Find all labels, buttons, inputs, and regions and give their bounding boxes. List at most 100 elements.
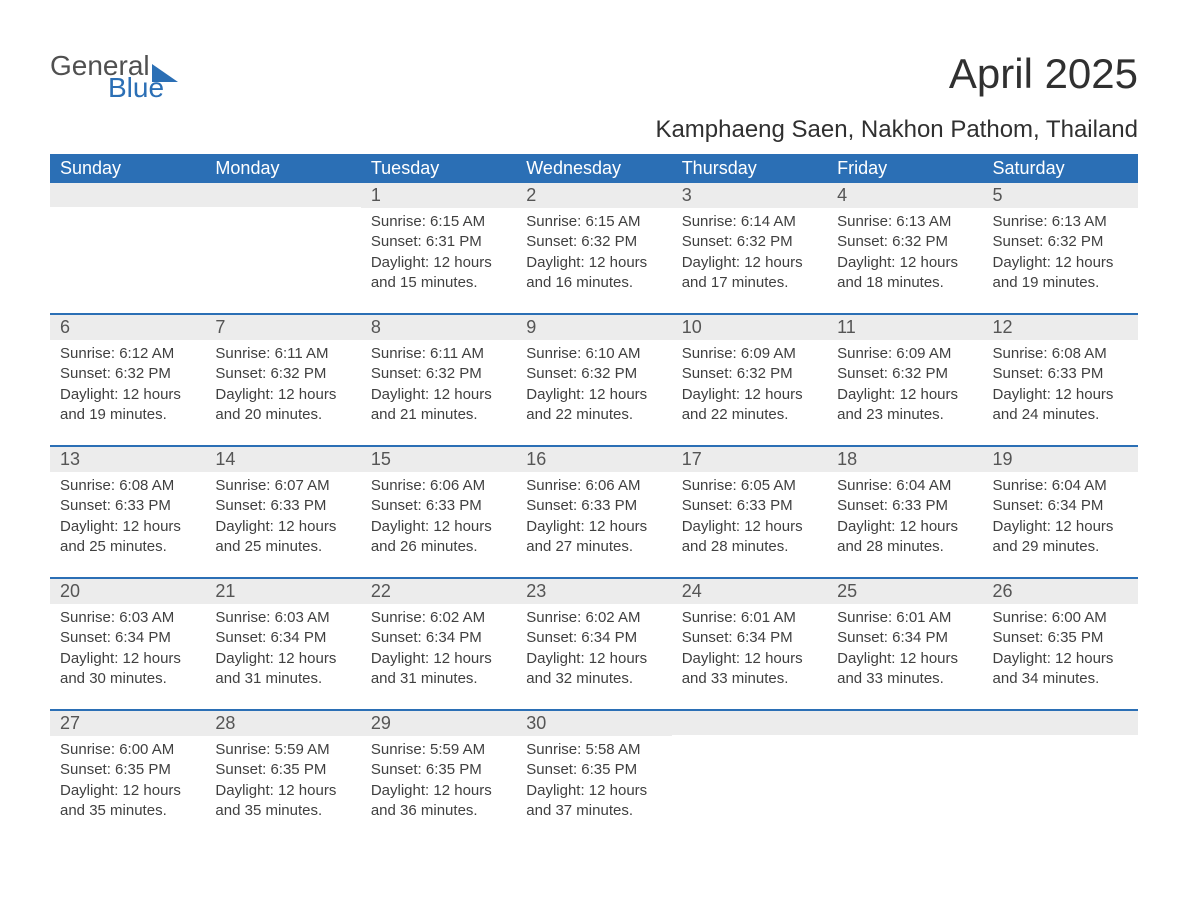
sunrise-text: Sunrise: 6:03 AM — [60, 608, 195, 628]
week-row: 27Sunrise: 6:00 AMSunset: 6:35 PMDayligh… — [50, 709, 1138, 841]
week-row: 20Sunrise: 6:03 AMSunset: 6:34 PMDayligh… — [50, 577, 1138, 709]
sunset-text: Sunset: 6:34 PM — [60, 628, 195, 648]
sunset-text: Sunset: 6:34 PM — [682, 628, 817, 648]
daylight-text: Daylight: 12 hours and 25 minutes. — [215, 517, 350, 558]
daylight-text: Daylight: 12 hours and 37 minutes. — [526, 781, 661, 822]
day-number: 17 — [672, 447, 827, 472]
sunrise-text: Sunrise: 5:58 AM — [526, 740, 661, 760]
day-cell: 7Sunrise: 6:11 AMSunset: 6:32 PMDaylight… — [205, 315, 360, 445]
location-subtitle: Kamphaeng Saen, Nakhon Pathom, Thailand — [655, 116, 1138, 144]
day-cell: 11Sunrise: 6:09 AMSunset: 6:32 PMDayligh… — [827, 315, 982, 445]
day-body — [672, 735, 827, 749]
daylight-text: Daylight: 12 hours and 17 minutes. — [682, 253, 817, 294]
day-cell: 17Sunrise: 6:05 AMSunset: 6:33 PMDayligh… — [672, 447, 827, 577]
daylight-text: Daylight: 12 hours and 23 minutes. — [837, 385, 972, 426]
day-number: 9 — [516, 315, 671, 340]
day-cell: 4Sunrise: 6:13 AMSunset: 6:32 PMDaylight… — [827, 183, 982, 313]
weekday-header: Saturday — [983, 154, 1138, 183]
day-cell — [672, 711, 827, 841]
day-body: Sunrise: 6:10 AMSunset: 6:32 PMDaylight:… — [516, 340, 671, 435]
sunset-text: Sunset: 6:35 PM — [371, 760, 506, 780]
day-number: 12 — [983, 315, 1138, 340]
day-cell — [983, 711, 1138, 841]
day-cell: 23Sunrise: 6:02 AMSunset: 6:34 PMDayligh… — [516, 579, 671, 709]
daylight-text: Daylight: 12 hours and 35 minutes. — [215, 781, 350, 822]
day-body: Sunrise: 6:02 AMSunset: 6:34 PMDaylight:… — [361, 604, 516, 699]
day-cell: 14Sunrise: 6:07 AMSunset: 6:33 PMDayligh… — [205, 447, 360, 577]
week-row: 1Sunrise: 6:15 AMSunset: 6:31 PMDaylight… — [50, 183, 1138, 313]
day-cell: 28Sunrise: 5:59 AMSunset: 6:35 PMDayligh… — [205, 711, 360, 841]
sunrise-text: Sunrise: 6:00 AM — [993, 608, 1128, 628]
daylight-text: Daylight: 12 hours and 24 minutes. — [993, 385, 1128, 426]
month-title: April 2025 — [655, 50, 1138, 98]
day-body: Sunrise: 5:59 AMSunset: 6:35 PMDaylight:… — [361, 736, 516, 831]
day-body: Sunrise: 5:59 AMSunset: 6:35 PMDaylight:… — [205, 736, 360, 831]
day-body: Sunrise: 6:03 AMSunset: 6:34 PMDaylight:… — [50, 604, 205, 699]
weekday-header: Tuesday — [361, 154, 516, 183]
sunrise-text: Sunrise: 6:15 AM — [371, 212, 506, 232]
header: General Blue April 2025 Kamphaeng Saen, … — [50, 50, 1138, 144]
day-body — [983, 735, 1138, 749]
sunset-text: Sunset: 6:34 PM — [837, 628, 972, 648]
day-number — [672, 711, 827, 735]
daylight-text: Daylight: 12 hours and 35 minutes. — [60, 781, 195, 822]
day-number: 2 — [516, 183, 671, 208]
day-number: 14 — [205, 447, 360, 472]
day-body: Sunrise: 6:11 AMSunset: 6:32 PMDaylight:… — [361, 340, 516, 435]
daylight-text: Daylight: 12 hours and 27 minutes. — [526, 517, 661, 558]
day-body: Sunrise: 6:13 AMSunset: 6:32 PMDaylight:… — [983, 208, 1138, 303]
sunrise-text: Sunrise: 6:13 AM — [837, 212, 972, 232]
sunset-text: Sunset: 6:32 PM — [993, 232, 1128, 252]
day-number: 27 — [50, 711, 205, 736]
day-body: Sunrise: 6:00 AMSunset: 6:35 PMDaylight:… — [983, 604, 1138, 699]
day-cell: 8Sunrise: 6:11 AMSunset: 6:32 PMDaylight… — [361, 315, 516, 445]
weekday-header: Friday — [827, 154, 982, 183]
sunrise-text: Sunrise: 6:08 AM — [993, 344, 1128, 364]
day-body: Sunrise: 6:00 AMSunset: 6:35 PMDaylight:… — [50, 736, 205, 831]
day-number: 19 — [983, 447, 1138, 472]
week-row: 6Sunrise: 6:12 AMSunset: 6:32 PMDaylight… — [50, 313, 1138, 445]
day-number: 24 — [672, 579, 827, 604]
sunrise-text: Sunrise: 6:12 AM — [60, 344, 195, 364]
day-cell: 1Sunrise: 6:15 AMSunset: 6:31 PMDaylight… — [361, 183, 516, 313]
day-number: 21 — [205, 579, 360, 604]
sunset-text: Sunset: 6:34 PM — [215, 628, 350, 648]
day-body: Sunrise: 6:08 AMSunset: 6:33 PMDaylight:… — [983, 340, 1138, 435]
day-number: 7 — [205, 315, 360, 340]
day-number: 29 — [361, 711, 516, 736]
sunset-text: Sunset: 6:32 PM — [371, 364, 506, 384]
sunrise-text: Sunrise: 5:59 AM — [215, 740, 350, 760]
sunset-text: Sunset: 6:35 PM — [60, 760, 195, 780]
daylight-text: Daylight: 12 hours and 28 minutes. — [682, 517, 817, 558]
sunset-text: Sunset: 6:32 PM — [837, 232, 972, 252]
day-cell: 16Sunrise: 6:06 AMSunset: 6:33 PMDayligh… — [516, 447, 671, 577]
sunrise-text: Sunrise: 6:04 AM — [837, 476, 972, 496]
day-number: 22 — [361, 579, 516, 604]
sunset-text: Sunset: 6:33 PM — [837, 496, 972, 516]
day-number: 18 — [827, 447, 982, 472]
sunset-text: Sunset: 6:33 PM — [526, 496, 661, 516]
day-cell: 21Sunrise: 6:03 AMSunset: 6:34 PMDayligh… — [205, 579, 360, 709]
sunrise-text: Sunrise: 6:01 AM — [682, 608, 817, 628]
sunset-text: Sunset: 6:32 PM — [60, 364, 195, 384]
day-cell: 10Sunrise: 6:09 AMSunset: 6:32 PMDayligh… — [672, 315, 827, 445]
sunrise-text: Sunrise: 6:02 AM — [526, 608, 661, 628]
daylight-text: Daylight: 12 hours and 21 minutes. — [371, 385, 506, 426]
daylight-text: Daylight: 12 hours and 22 minutes. — [526, 385, 661, 426]
day-cell: 6Sunrise: 6:12 AMSunset: 6:32 PMDaylight… — [50, 315, 205, 445]
week-row: 13Sunrise: 6:08 AMSunset: 6:33 PMDayligh… — [50, 445, 1138, 577]
daylight-text: Daylight: 12 hours and 20 minutes. — [215, 385, 350, 426]
day-body — [827, 735, 982, 749]
day-body: Sunrise: 6:03 AMSunset: 6:34 PMDaylight:… — [205, 604, 360, 699]
day-cell — [50, 183, 205, 313]
day-cell: 5Sunrise: 6:13 AMSunset: 6:32 PMDaylight… — [983, 183, 1138, 313]
day-cell: 12Sunrise: 6:08 AMSunset: 6:33 PMDayligh… — [983, 315, 1138, 445]
day-cell: 15Sunrise: 6:06 AMSunset: 6:33 PMDayligh… — [361, 447, 516, 577]
day-body: Sunrise: 6:04 AMSunset: 6:33 PMDaylight:… — [827, 472, 982, 567]
day-body: Sunrise: 5:58 AMSunset: 6:35 PMDaylight:… — [516, 736, 671, 831]
daylight-text: Daylight: 12 hours and 19 minutes. — [60, 385, 195, 426]
brand-text-2: Blue — [108, 72, 178, 104]
day-cell: 29Sunrise: 5:59 AMSunset: 6:35 PMDayligh… — [361, 711, 516, 841]
daylight-text: Daylight: 12 hours and 31 minutes. — [371, 649, 506, 690]
day-cell: 26Sunrise: 6:00 AMSunset: 6:35 PMDayligh… — [983, 579, 1138, 709]
